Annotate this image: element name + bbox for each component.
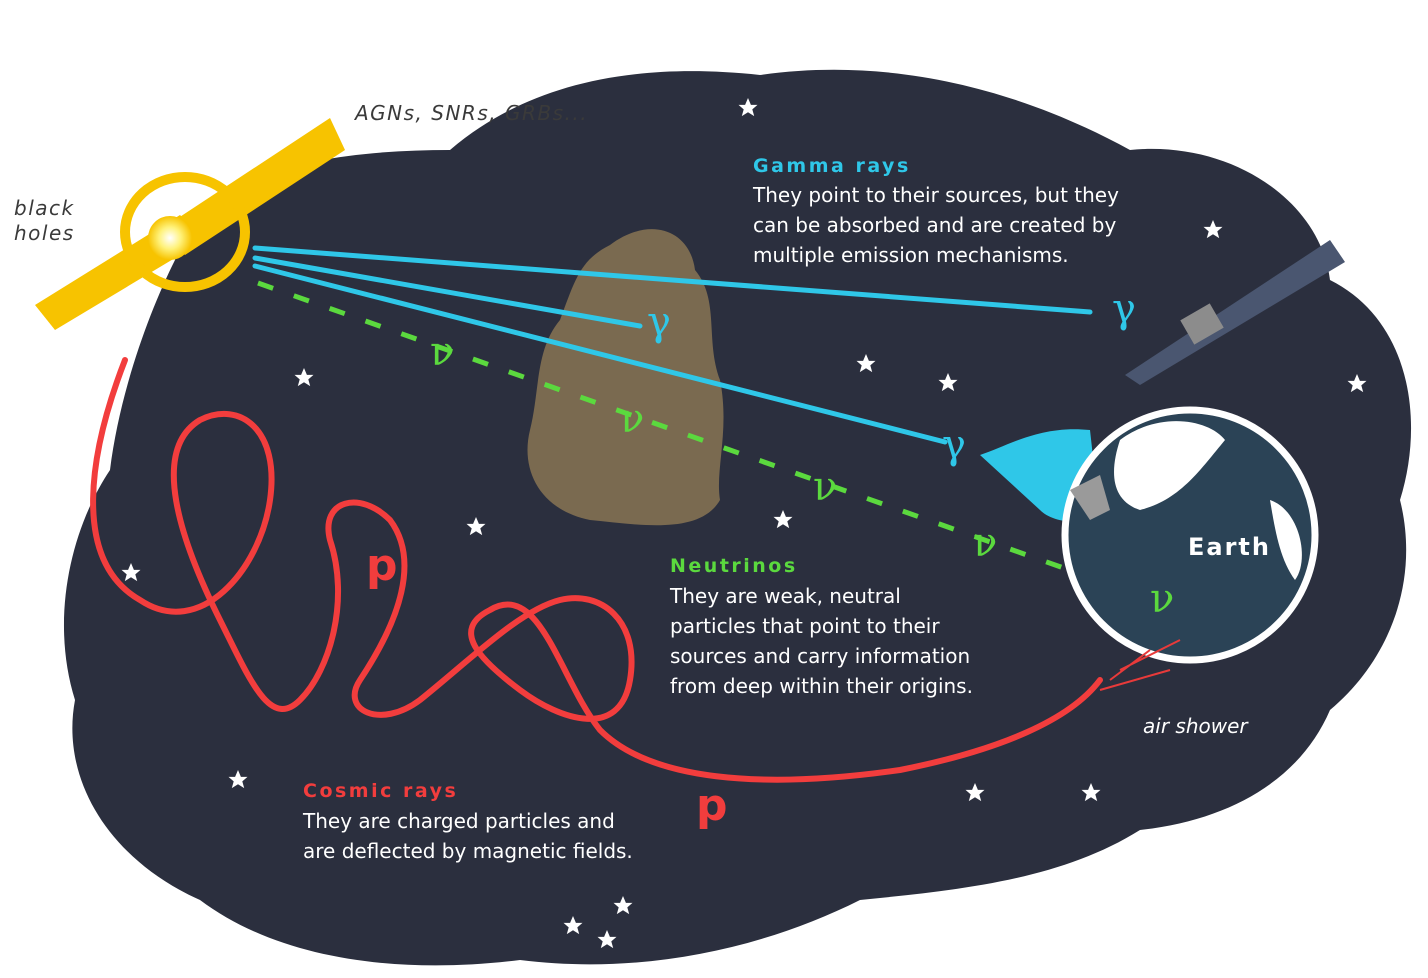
- neutrino-text: They are weak, neutral: [669, 584, 901, 608]
- neutrino-symbol: ν: [973, 520, 997, 566]
- space-background: [63, 69, 1412, 966]
- cosmic-text: They are charged particles and: [302, 809, 615, 833]
- gamma-text: multiple emission mechanisms.: [753, 243, 1069, 267]
- neutrino-path: [257, 280, 1141, 598]
- gamma-text: can be absorbed and are created by: [753, 213, 1116, 237]
- cosmic-text: are deflected by magnetic fields.: [303, 839, 633, 863]
- proton-symbol: p: [366, 540, 398, 591]
- gamma-symbol: γ: [942, 422, 966, 468]
- proton-symbol: p: [696, 780, 728, 831]
- gamma-title: Gamma rays: [753, 155, 911, 177]
- source-label: AGNs, SNRs, GRBs...: [353, 101, 588, 125]
- satellite: [1125, 240, 1345, 385]
- gamma-ray-paths: [252, 245, 1093, 445]
- black-hole: [35, 118, 345, 330]
- dust-cloud: [527, 229, 724, 526]
- neutrino-text: particles that point to their: [670, 614, 940, 638]
- earth-label: Earth: [1188, 533, 1271, 561]
- neutrino-symbol: ν: [1150, 576, 1174, 622]
- neutrino-symbol: ν: [620, 396, 644, 442]
- neutrino-title: Neutrinos: [670, 555, 798, 577]
- neutrino-text: from deep within their origins.: [670, 674, 973, 698]
- air-shower-lines: [1099, 639, 1181, 691]
- air-shower-label: air shower: [1143, 714, 1249, 738]
- black-holes-label: black: [14, 196, 75, 220]
- neutrino-symbol: ν: [430, 329, 454, 375]
- earth: [980, 406, 1319, 664]
- neutrino-symbol: ν: [813, 464, 837, 510]
- gamma-symbol: γ: [647, 299, 671, 345]
- neutrino-text: sources and carry information: [670, 644, 970, 668]
- gamma-text: They point to their sources, but they: [752, 183, 1119, 207]
- black-holes-label: holes: [14, 221, 75, 245]
- cosmic-ray-path: [90, 357, 1103, 783]
- gamma-symbol: γ: [1112, 286, 1136, 332]
- cosmic-title: Cosmic rays: [303, 780, 458, 802]
